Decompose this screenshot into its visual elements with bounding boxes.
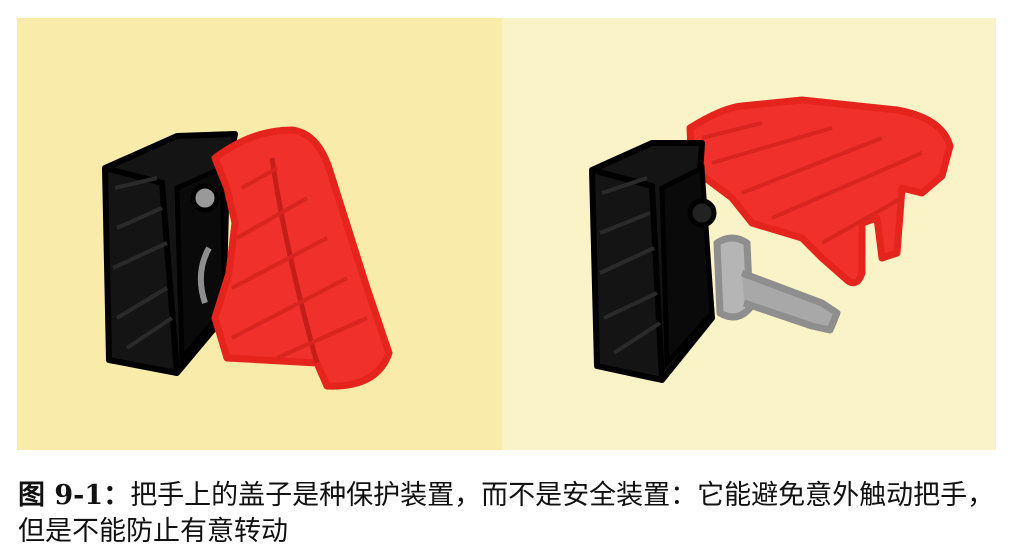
figure: [17, 18, 996, 450]
switch-housing: [102, 131, 238, 376]
protective-cover-closed: [211, 126, 393, 390]
knob: [190, 183, 220, 304]
figure-caption: 图 9-1：把手上的盖子是种保护装置，而不是安全装置：它能避免意外触动把手，但是…: [18, 478, 1003, 550]
switch-housing: [589, 140, 717, 383]
caption-text: 把手上的盖子是种保护装置，而不是安全装置：它能避免意外触动把手，但是不能防止有意…: [18, 480, 995, 547]
caption-label: 图 9-1：: [18, 480, 131, 511]
illustration-cover-open: [589, 96, 954, 383]
handle-lever: [713, 234, 841, 334]
illustration-cover-closed: [102, 126, 393, 390]
panel-cover-closed: [17, 18, 502, 450]
panel-cover-open: [502, 18, 996, 450]
protective-cover-lifted: [686, 96, 954, 287]
